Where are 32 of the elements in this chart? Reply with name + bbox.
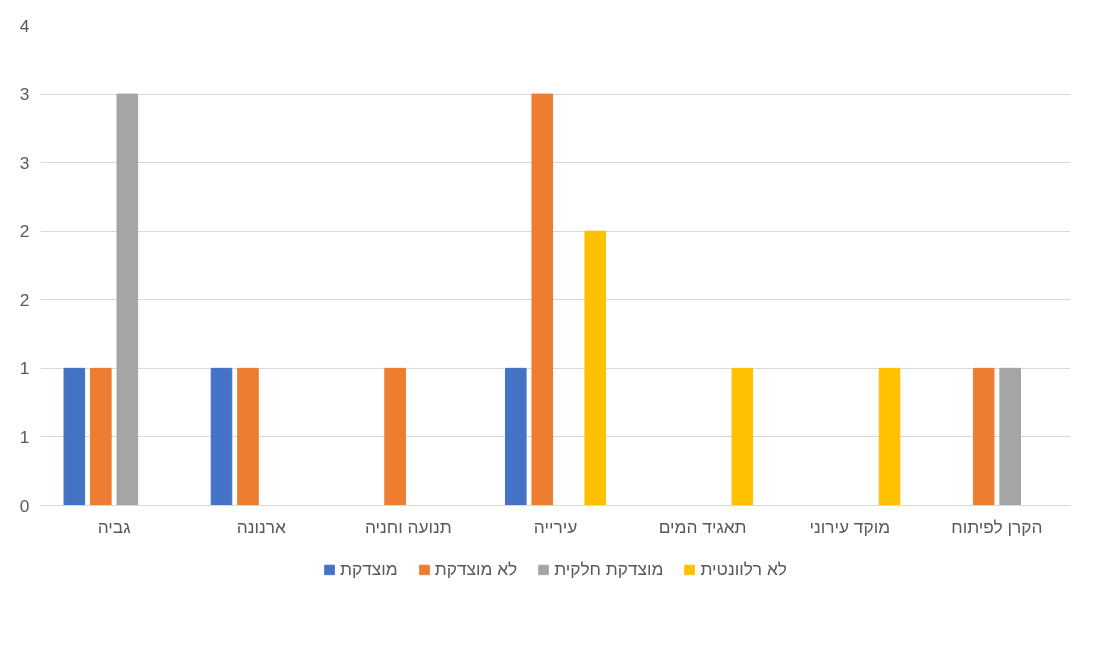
y-tick-label: 4 xyxy=(19,15,30,36)
bar xyxy=(531,93,554,506)
bar xyxy=(384,367,406,506)
x-tick-label: תנועה וחניה xyxy=(364,516,452,537)
y-tick-label: 0 xyxy=(19,495,30,516)
legend-label: לא מוצדקת xyxy=(434,558,518,580)
bar xyxy=(116,93,139,506)
x-tick-label: גביה xyxy=(97,516,131,537)
bar xyxy=(878,367,901,506)
y-tick-label: 3 xyxy=(19,84,30,105)
bar xyxy=(584,230,607,506)
x-tick-label: מוקד עירוני xyxy=(809,516,891,537)
y-tick-label: 1 xyxy=(19,426,30,447)
y-tick-label: 3 xyxy=(19,152,30,173)
bar xyxy=(90,367,112,506)
legend-label: לא רלוונטית xyxy=(700,558,787,580)
x-tick-label: עירייה xyxy=(533,516,578,537)
bar xyxy=(972,367,995,506)
legend-label: מוצדקת חלקית xyxy=(554,558,664,580)
y-tick-label: 2 xyxy=(19,221,30,242)
bar xyxy=(731,367,754,506)
bar xyxy=(999,367,1021,506)
legend-label: מוצדקת xyxy=(340,558,398,580)
x-tick-label: הקרן לפיתוח xyxy=(951,516,1043,537)
x-tick-label: ארנונה xyxy=(236,516,286,537)
x-tick-label: תאגיד המים xyxy=(658,516,747,537)
bar xyxy=(504,367,527,506)
y-tick-label: 2 xyxy=(19,289,30,310)
bar xyxy=(237,367,259,506)
y-tick-label: 1 xyxy=(19,358,30,379)
bar xyxy=(210,367,233,506)
bar xyxy=(63,367,86,506)
